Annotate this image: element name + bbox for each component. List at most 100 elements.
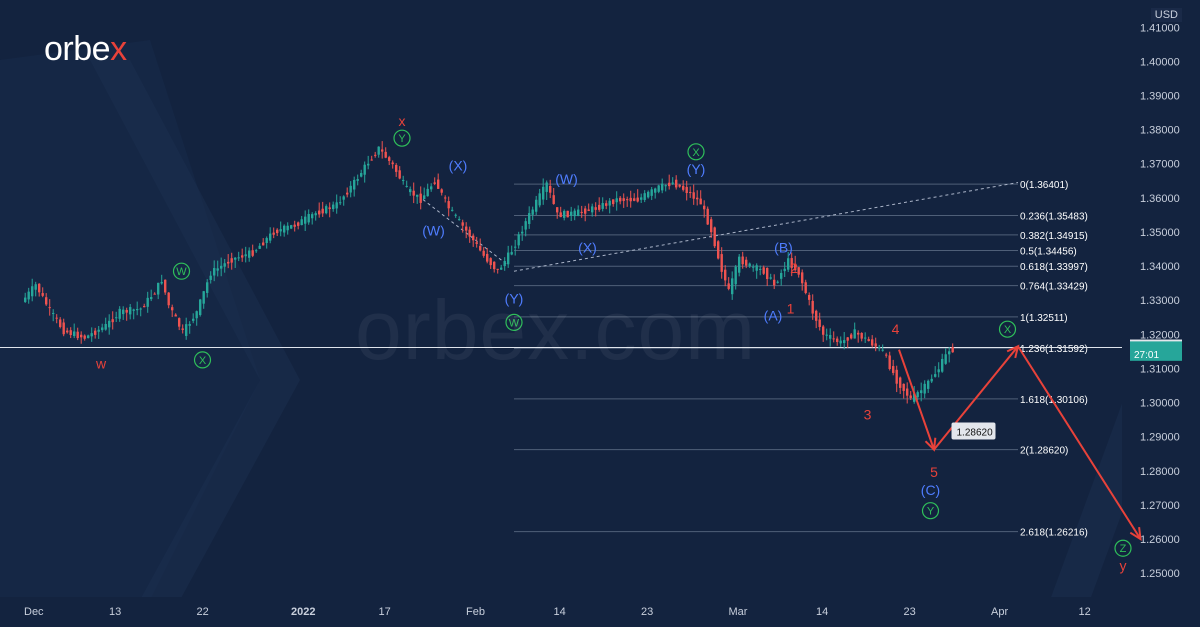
candle-body	[405, 185, 408, 187]
candle-body	[531, 209, 534, 215]
candle-body	[591, 206, 594, 213]
wave-label-circle	[998, 320, 1017, 338]
candle-body	[895, 369, 898, 384]
candle-body	[45, 297, 48, 305]
candle-body	[937, 369, 940, 373]
candle-body	[909, 395, 912, 399]
candle-body	[685, 186, 688, 194]
candle-body	[794, 263, 797, 271]
candle-body	[692, 192, 695, 199]
candle-body	[160, 281, 163, 284]
candle-body	[629, 197, 632, 202]
candle-body	[619, 197, 622, 202]
candle-body	[272, 232, 275, 235]
candle-body	[465, 226, 468, 231]
wave-label: (Y)	[687, 161, 706, 177]
wave-label: (W)	[422, 222, 445, 238]
fib-level-label: 1(1.32511)	[1020, 313, 1068, 324]
candle-body	[87, 335, 90, 339]
candle-body	[297, 222, 300, 226]
candle-body	[745, 259, 748, 266]
candle-body	[598, 204, 601, 210]
candle-body	[321, 208, 324, 214]
candle-body	[241, 255, 244, 258]
candle-body	[125, 309, 128, 313]
candle-body	[797, 267, 800, 275]
candle-body	[524, 221, 527, 230]
candle-body	[871, 339, 874, 346]
candle-body	[622, 198, 625, 201]
candle-body	[468, 229, 471, 237]
candle-body	[423, 195, 426, 200]
candle-body	[48, 307, 51, 309]
y-tick-label: 1.36000	[1140, 193, 1180, 205]
candle-body	[706, 208, 709, 225]
candle-body	[657, 185, 660, 192]
candle-body	[808, 294, 811, 300]
candle-body	[734, 266, 737, 285]
candle-body	[496, 268, 499, 270]
fib-level-label: 1.236(1.31592)	[1020, 344, 1088, 355]
candle-body	[944, 354, 947, 364]
x-tick-label: Dec	[24, 606, 44, 618]
candle-body	[209, 275, 212, 280]
candle-body	[514, 246, 517, 248]
candle-body	[741, 256, 744, 265]
candle-body	[146, 297, 149, 307]
candle-body	[216, 268, 219, 271]
bg-shape	[0, 40, 260, 600]
candle-body	[178, 318, 181, 327]
candle-body	[503, 260, 506, 267]
candle-body	[857, 332, 860, 335]
candle-body	[643, 193, 646, 200]
candle-body	[538, 193, 541, 206]
candle-body	[328, 207, 331, 210]
candle-body	[24, 297, 27, 302]
y-axis-panel	[1122, 0, 1200, 627]
candle-body	[650, 189, 653, 196]
candle-body	[542, 186, 545, 200]
candle-body	[661, 183, 664, 191]
candle-body	[570, 211, 573, 216]
candle-body	[535, 199, 538, 212]
candle-body	[346, 192, 349, 195]
candle-body	[318, 210, 321, 215]
candle-body	[752, 266, 755, 268]
trend-line	[513, 182, 1019, 272]
wave-label-circle	[921, 502, 940, 520]
candle-body	[430, 186, 433, 190]
y-tick-label: 1.30000	[1140, 398, 1180, 410]
currency-label: USD	[1150, 8, 1182, 22]
candle-body	[311, 214, 314, 219]
candle-body	[244, 254, 247, 257]
wave-label: y	[1120, 557, 1127, 573]
x-tick-label: 2022	[291, 606, 315, 618]
candle-body	[185, 324, 188, 336]
candle-body	[563, 210, 566, 218]
candle-body	[398, 170, 401, 179]
candle-body	[689, 192, 692, 194]
candle-body	[790, 258, 793, 268]
candle-body	[90, 333, 93, 337]
candle-body	[220, 265, 223, 269]
candle-body	[633, 198, 636, 201]
candle-body	[104, 323, 107, 330]
candle-body	[164, 279, 167, 293]
candle-body	[426, 188, 429, 197]
candle-body	[307, 213, 310, 223]
wave-label: (B)	[774, 239, 793, 255]
candle-body	[69, 330, 72, 336]
candle-body	[668, 182, 671, 187]
x-axis-panel	[0, 597, 1200, 627]
candle-body	[556, 207, 559, 213]
candle-body	[332, 204, 335, 210]
candle-body	[577, 209, 580, 216]
candle-body	[174, 314, 177, 317]
wave-label: X	[1004, 324, 1012, 336]
candle-body	[136, 309, 139, 311]
candle-body	[500, 267, 503, 270]
y-tick-label: 1.31000	[1140, 363, 1180, 375]
x-tick-label: 23	[904, 606, 916, 618]
candle-body	[55, 317, 58, 319]
